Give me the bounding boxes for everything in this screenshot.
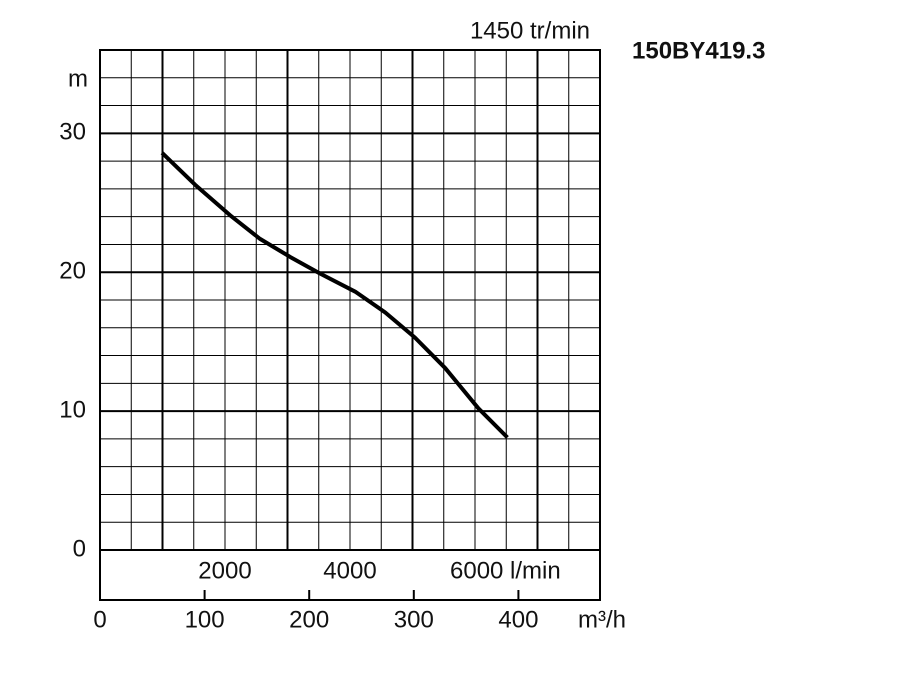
x-tick-label: 100 — [185, 606, 225, 633]
x2-tick-label: 6000 l/min — [450, 557, 561, 584]
y-tick-label: 30 — [59, 119, 86, 146]
x-tick-label: 200 — [289, 606, 329, 633]
y-axis-label: m — [68, 65, 88, 92]
x2-tick-label: 4000 — [323, 557, 376, 584]
x-tick-label: 0 — [93, 606, 106, 633]
y-tick-label: 0 — [73, 535, 86, 562]
plot-frame — [99, 49, 601, 551]
x-axis-label: m³/h — [578, 606, 626, 633]
y-tick-label: 10 — [59, 396, 86, 423]
x-tick-label: 400 — [498, 606, 538, 633]
x2-tick-label: 2000 — [198, 557, 251, 584]
speed-annotation: 1450 tr/min — [470, 17, 590, 44]
chart-title: 150BY419.3 — [632, 37, 765, 64]
y-tick-label: 20 — [59, 258, 86, 285]
pump-curve — [160, 151, 509, 439]
x-tick-label: 300 — [394, 606, 434, 633]
